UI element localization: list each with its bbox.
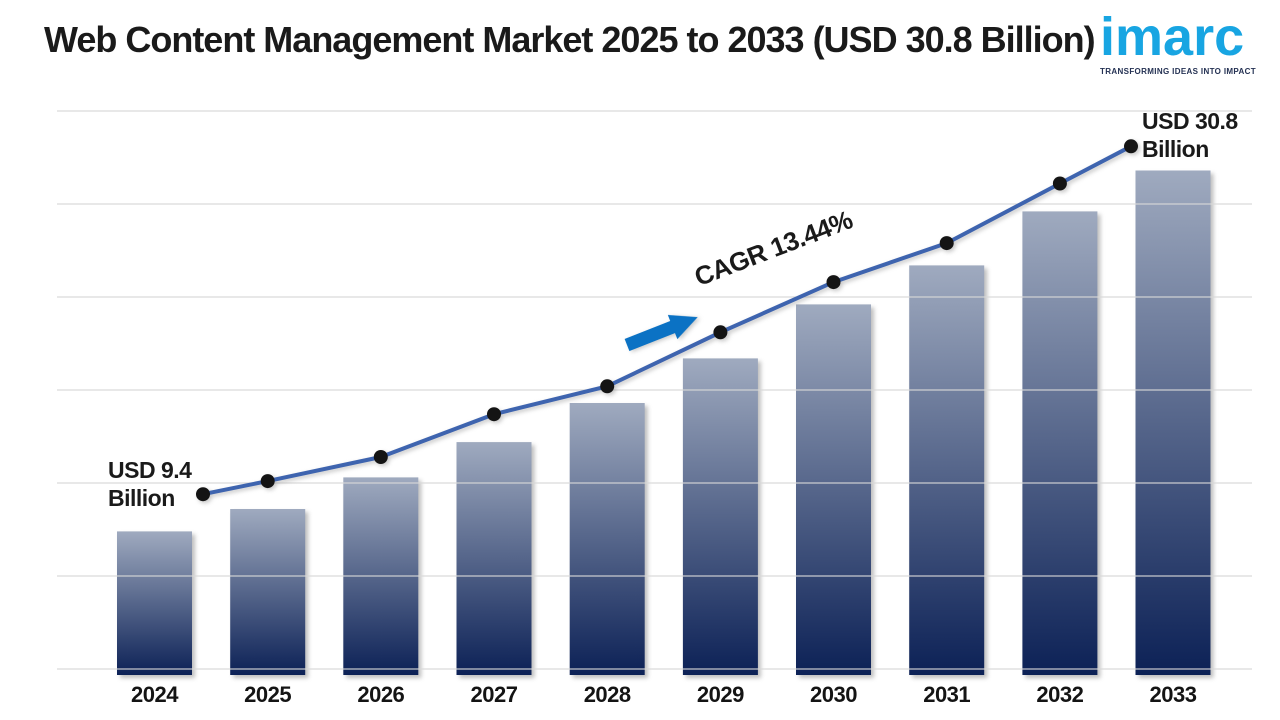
- x-axis-label-2032: 2032: [1036, 682, 1084, 707]
- marker-2029: [713, 325, 728, 340]
- x-axis-label-2027: 2027: [470, 682, 518, 707]
- bar-series: [117, 170, 1211, 675]
- x-axis-label-2026: 2026: [357, 682, 405, 707]
- x-axis-label-2033: 2033: [1149, 682, 1197, 707]
- bar-2024: [117, 531, 192, 675]
- end-value-line2: Billion: [1142, 136, 1209, 162]
- bar-2028: [569, 403, 645, 675]
- marker-2031: [939, 236, 954, 251]
- start-value-line1: USD 9.4: [108, 457, 192, 483]
- start-value-line2: Billion: [108, 485, 175, 511]
- trend-line: [201, 144, 1133, 497]
- trend-line-series: [196, 139, 1138, 502]
- bar-2029: [682, 358, 758, 675]
- marker-2032: [1052, 176, 1067, 191]
- marker-2024: [196, 487, 210, 502]
- x-axis-label-2029: 2029: [696, 682, 744, 707]
- bar-2030: [796, 304, 871, 675]
- marker-2025: [260, 474, 275, 489]
- x-axis-label-2024: 2024: [131, 682, 178, 707]
- imarc-logo-wordmark: imarc: [1100, 7, 1245, 67]
- gridlines: [57, 110, 1252, 670]
- chart-title: Web Content Management Market 2025 to 20…: [44, 19, 1096, 60]
- end-value-line1: USD 30.8: [1142, 108, 1238, 134]
- x-axis-label-2025: 2025: [244, 682, 292, 707]
- marker-2028: [600, 379, 615, 394]
- x-axis-label-2028: 2028: [583, 682, 631, 707]
- bar-2033: [1135, 170, 1211, 675]
- x-axis-label-2030: 2030: [810, 682, 857, 707]
- bar-2027: [456, 442, 532, 675]
- marker-2033: [1124, 139, 1138, 154]
- end-value-annotation: USD 30.8 Billion: [1142, 107, 1238, 163]
- marker-2026: [373, 450, 388, 464]
- start-value-annotation: USD 9.4 Billion: [108, 456, 192, 512]
- growth-arrow-icon: [624, 314, 698, 352]
- x-axis-label-2031: 2031: [923, 682, 971, 707]
- imarc-logo-tagline: TRANSFORMING IDEAS INTO IMPACT: [1100, 67, 1256, 76]
- bar-2032: [1022, 211, 1098, 675]
- imarc-logo: imarc TRANSFORMING IDEAS INTO IMPACT: [1100, 8, 1256, 76]
- bar-2025: [230, 509, 306, 675]
- bar-2031: [909, 265, 985, 675]
- marker-2030: [826, 275, 841, 290]
- marker-2027: [487, 407, 501, 422]
